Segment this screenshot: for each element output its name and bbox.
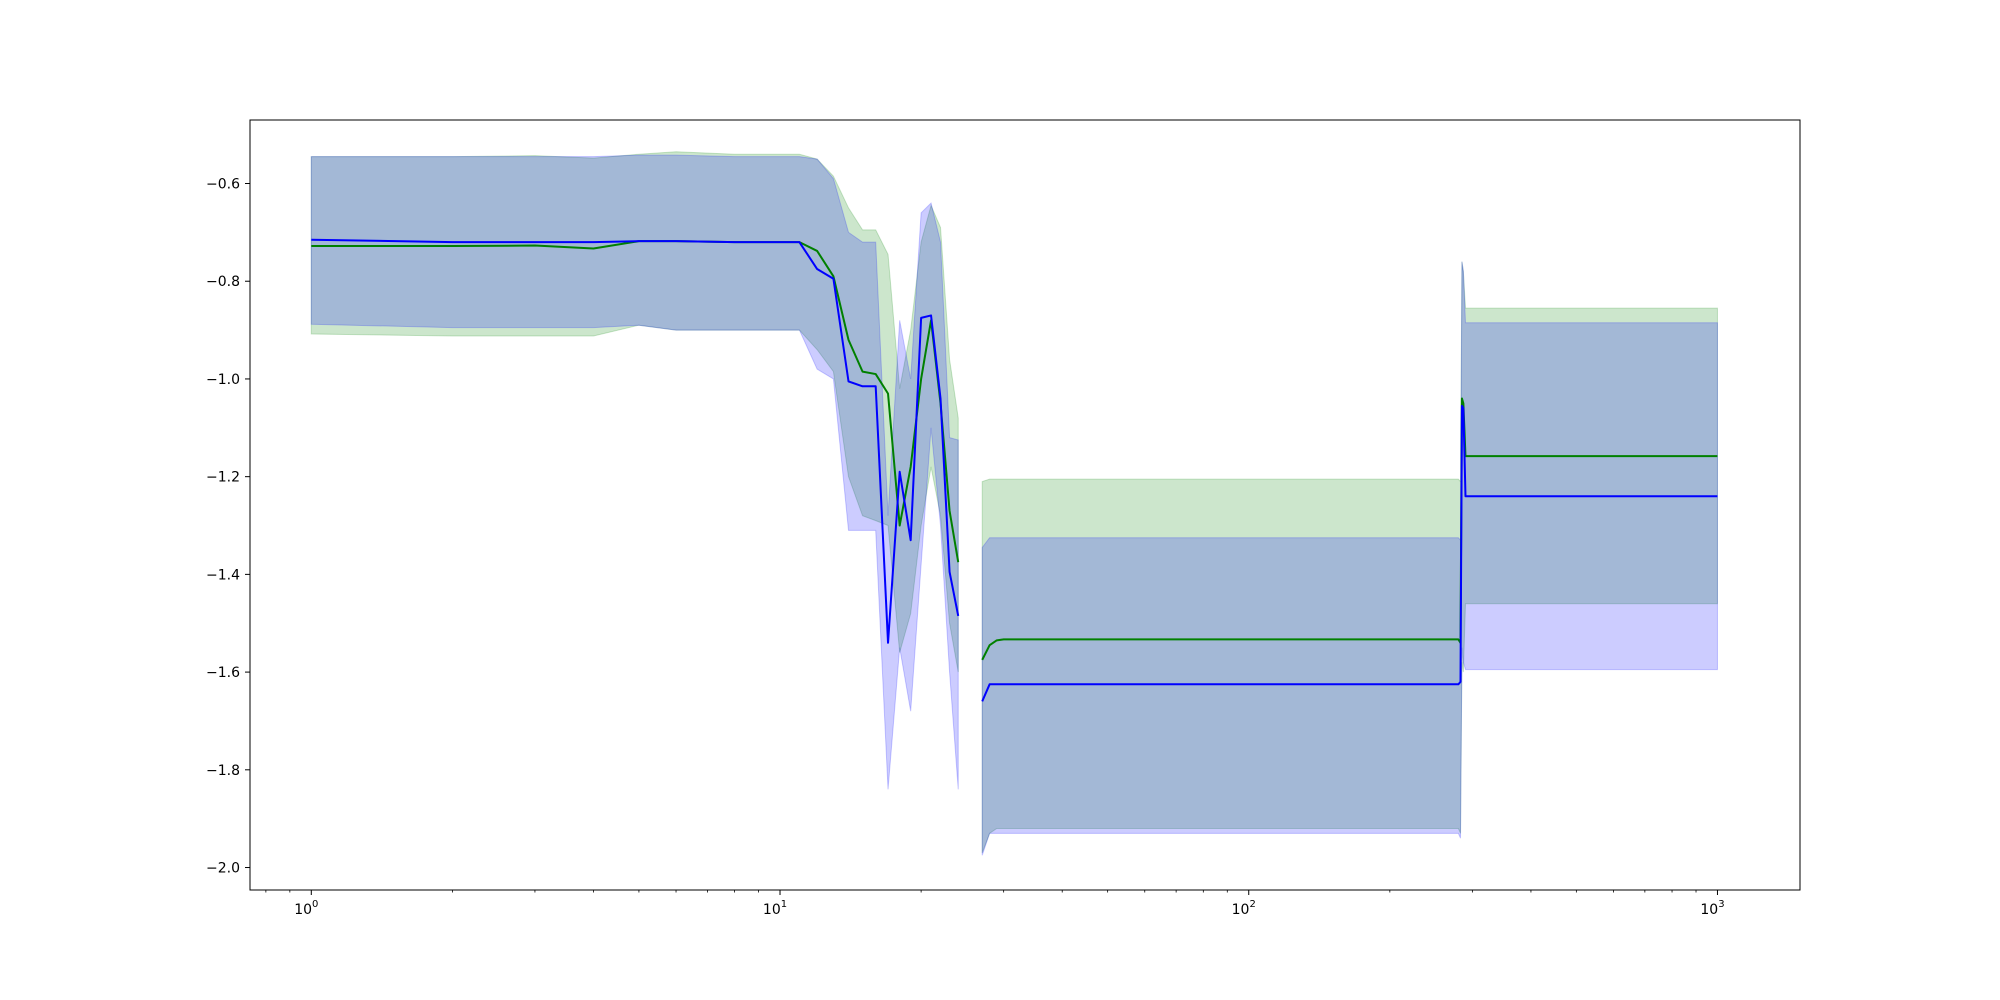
plot-frame [249,119,1801,891]
x-tick-label: 102 [1232,899,1256,918]
y-tick-label: −2.0 [206,861,240,877]
series-0-band-0 [310,151,959,673]
y-tick-label: −1.4 [206,567,240,583]
y-tick-label: −1.6 [206,665,240,681]
x-axis: 100 101 102 103 [265,890,1725,918]
x-tick-base: 10 [294,902,312,918]
x-tick-exponent: 3 [1718,899,1724,910]
confidence-bands [310,151,1718,856]
series-0-band-1 [981,261,1718,854]
y-tick-label: −0.8 [206,274,240,290]
y-tick-label: −1.2 [206,470,240,486]
x-tick-label: 101 [763,899,787,918]
x-tick-base: 10 [763,902,781,918]
series-1-band-0 [310,154,959,790]
series-1-band-1 [981,261,1718,856]
y-tick-label: −1.0 [206,372,240,388]
y-tick-label: −1.8 [206,763,240,779]
x-tick-exponent: 0 [312,899,318,910]
series-1-line-1 [981,404,1718,702]
x-tick-exponent: 2 [1249,899,1255,910]
series-lines [311,238,1718,702]
x-tick-exponent: 1 [781,899,787,910]
x-tick-label: 100 [294,899,318,918]
x-tick-base: 10 [1700,902,1718,918]
series-0-line-0 [311,240,960,563]
x-tick-base: 10 [1232,902,1250,918]
series-0-line-1 [981,397,1718,661]
series-1-line-0 [311,238,960,644]
x-tick-label: 103 [1700,899,1724,918]
y-axis: −0.6 −0.8 −1.0 −1.2 −1.4 −1.6 −1.8 −2.0 [206,177,250,877]
y-tick-label: −0.6 [206,177,240,193]
